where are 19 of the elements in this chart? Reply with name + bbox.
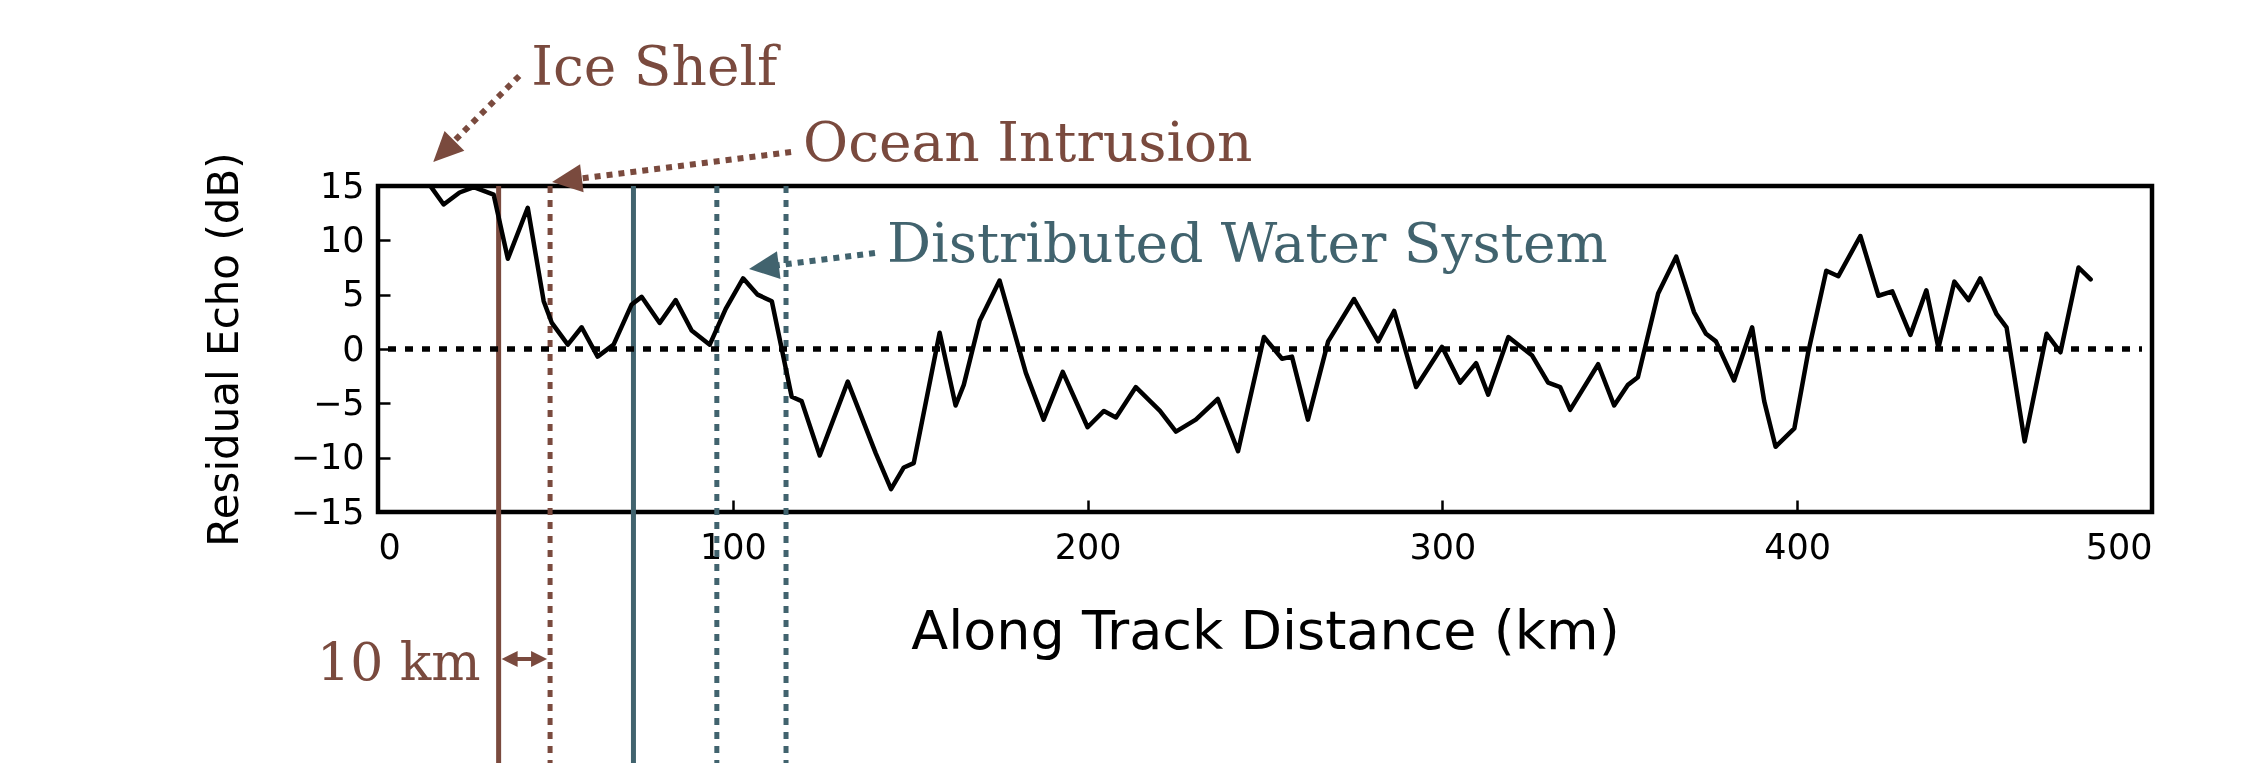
y-tick-label: 15 xyxy=(319,165,365,206)
y-tick-label: −5 xyxy=(312,382,365,423)
annotation: Distributed Water System xyxy=(886,210,1608,275)
y-tick-label: 0 xyxy=(342,328,365,369)
x-tick-label: 100 xyxy=(699,526,767,567)
y-tick-label: −10 xyxy=(290,437,365,478)
text: Ocean Intrusion xyxy=(803,110,1253,174)
x-tick-label: 500 xyxy=(2085,526,2153,567)
y-tick-label: 10 xyxy=(319,219,365,260)
y-tick-label: −15 xyxy=(290,491,365,532)
x-tick-label: 300 xyxy=(1409,526,1477,567)
x-tick-label: 400 xyxy=(1764,526,1832,567)
x-tick-label: 0 xyxy=(378,526,401,567)
x-tick-label: 200 xyxy=(1054,526,1122,567)
y-tick-label: 5 xyxy=(342,274,365,315)
text: 10 km xyxy=(317,632,481,692)
x-axis-title: Along Track Distance (km) xyxy=(911,598,1620,662)
annotation: Ice Shelf xyxy=(531,34,782,98)
y-axis-title: Residual Echo (dB) xyxy=(198,152,248,547)
